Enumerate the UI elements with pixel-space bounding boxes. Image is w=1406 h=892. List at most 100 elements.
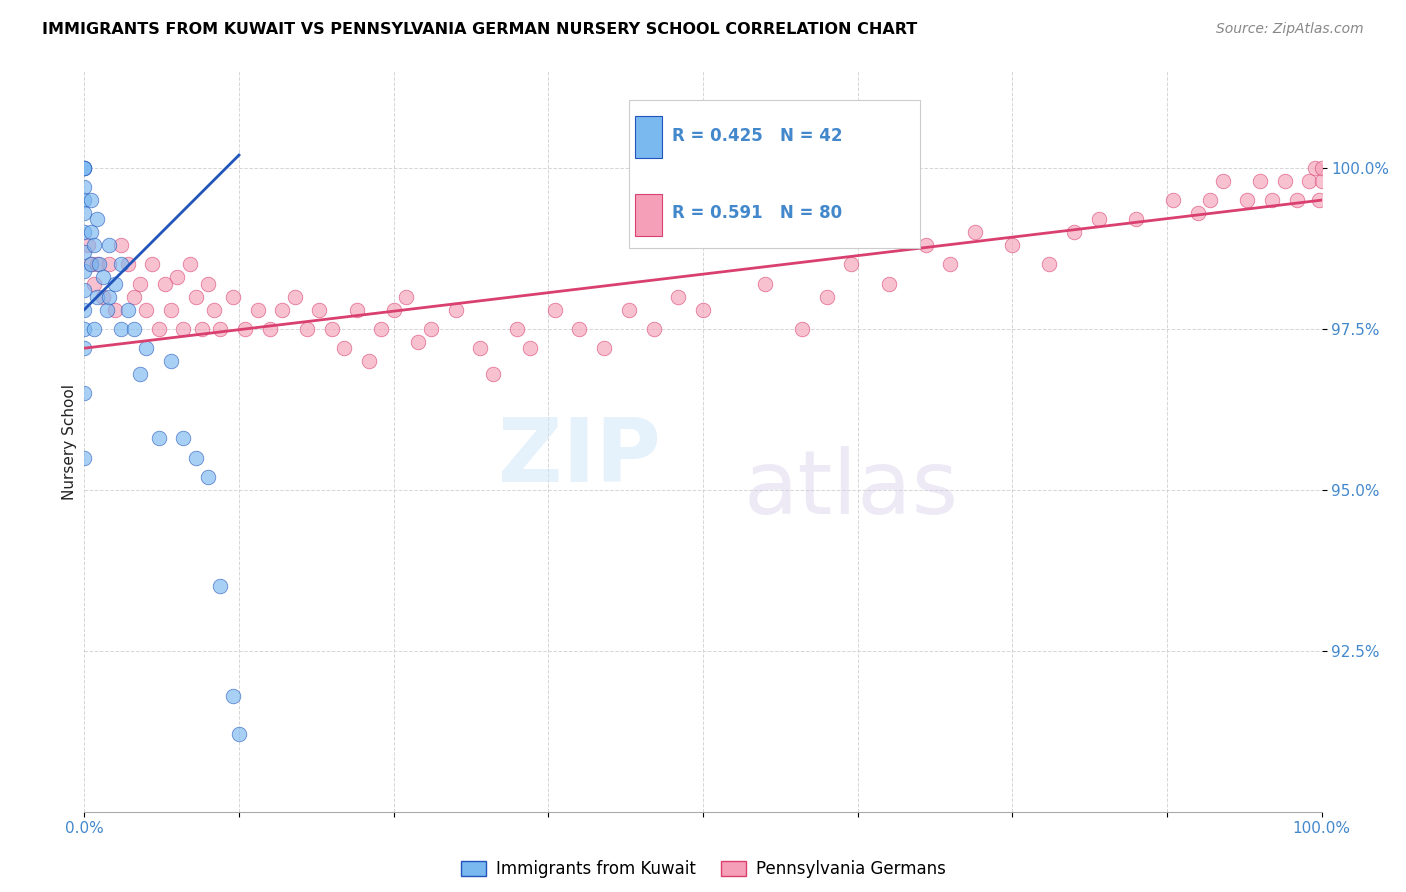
Point	[122, 290, 145, 304]
Point	[135, 341, 157, 355]
Point	[209, 579, 232, 593]
Point	[519, 341, 541, 355]
Point	[568, 322, 591, 336]
Point	[228, 727, 250, 741]
Point	[370, 322, 392, 336]
Legend: Immigrants from Kuwait, Pennsylvania Germans: Immigrants from Kuwait, Pennsylvania Ger…	[454, 854, 952, 885]
Point	[1261, 193, 1284, 207]
Point	[395, 290, 418, 304]
Point	[184, 290, 207, 304]
Point	[117, 302, 139, 317]
Point	[191, 322, 214, 336]
Point	[110, 258, 132, 272]
Point	[79, 225, 101, 239]
Point	[470, 341, 492, 355]
Point	[104, 277, 127, 291]
Point	[617, 302, 640, 317]
Point	[73, 302, 96, 317]
Point	[141, 258, 163, 272]
Point	[1298, 174, 1320, 188]
Point	[110, 238, 132, 252]
Point	[86, 290, 108, 304]
Point	[1088, 212, 1111, 227]
Point	[86, 212, 108, 227]
Point	[110, 322, 132, 336]
Point	[73, 386, 96, 401]
Point	[1212, 174, 1234, 188]
Point	[73, 161, 96, 175]
Point	[1187, 206, 1209, 220]
Point	[148, 322, 170, 336]
Point	[91, 290, 114, 304]
Point	[408, 334, 430, 349]
Point	[222, 689, 245, 703]
Point	[914, 238, 936, 252]
Point	[73, 161, 96, 175]
Point	[1285, 193, 1308, 207]
Point	[166, 270, 188, 285]
Point	[184, 450, 207, 465]
Point	[209, 322, 232, 336]
Point	[284, 290, 307, 304]
Point	[73, 180, 96, 194]
Point	[73, 244, 96, 259]
Point	[197, 470, 219, 484]
Point	[79, 258, 101, 272]
Point	[79, 258, 101, 272]
Point	[172, 431, 194, 445]
Point	[222, 290, 245, 304]
Point	[104, 302, 127, 317]
Point	[321, 322, 343, 336]
Text: ZIP: ZIP	[498, 414, 661, 501]
Point	[333, 341, 356, 355]
Point	[419, 322, 441, 336]
FancyBboxPatch shape	[628, 100, 920, 248]
Point	[506, 322, 529, 336]
Point	[117, 258, 139, 272]
Point	[129, 277, 152, 291]
Point	[1310, 161, 1333, 175]
Text: R = 0.425   N = 42: R = 0.425 N = 42	[672, 127, 842, 145]
Point	[197, 277, 219, 291]
Point	[1199, 193, 1222, 207]
Point	[79, 193, 101, 207]
Point	[1305, 161, 1327, 175]
Point	[346, 302, 368, 317]
Point	[877, 277, 900, 291]
Point	[83, 322, 105, 336]
Point	[73, 450, 96, 465]
Point	[73, 206, 96, 220]
Point	[815, 290, 838, 304]
Point	[83, 277, 105, 291]
Text: IMMIGRANTS FROM KUWAIT VS PENNSYLVANIA GERMAN NURSERY SCHOOL CORRELATION CHART: IMMIGRANTS FROM KUWAIT VS PENNSYLVANIA G…	[42, 22, 918, 37]
Point	[382, 302, 405, 317]
Point	[246, 302, 269, 317]
FancyBboxPatch shape	[636, 194, 662, 235]
Point	[153, 277, 176, 291]
Point	[481, 367, 503, 381]
Point	[1125, 212, 1147, 227]
Point	[1038, 258, 1060, 272]
Point	[692, 302, 714, 317]
Point	[271, 302, 294, 317]
Point	[543, 302, 565, 317]
Point	[73, 193, 96, 207]
Point	[135, 302, 157, 317]
Text: Source: ZipAtlas.com: Source: ZipAtlas.com	[1216, 22, 1364, 37]
Point	[666, 290, 689, 304]
Point	[357, 354, 380, 368]
Point	[308, 302, 330, 317]
Point	[73, 341, 96, 355]
Point	[179, 258, 201, 272]
Point	[233, 322, 256, 336]
Point	[939, 258, 962, 272]
Point	[160, 302, 183, 317]
Point	[89, 258, 111, 272]
Point	[965, 225, 987, 239]
Point	[96, 302, 118, 317]
Y-axis label: Nursery School: Nursery School	[62, 384, 77, 500]
Point	[202, 302, 225, 317]
Point	[1249, 174, 1271, 188]
Point	[73, 283, 96, 297]
Text: R = 0.591   N = 80: R = 0.591 N = 80	[672, 204, 842, 222]
